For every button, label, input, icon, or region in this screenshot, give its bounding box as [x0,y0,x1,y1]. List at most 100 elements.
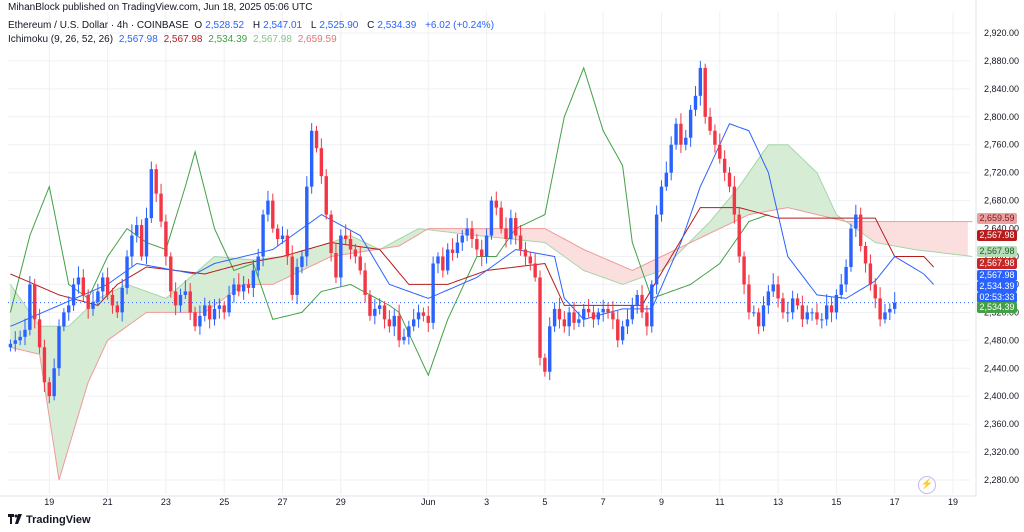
cloud-segment [219,256,225,303]
candle-body [494,200,498,208]
candle [203,297,207,322]
candle [110,287,115,314]
candle-body [620,326,625,341]
cloud-segment [136,287,142,320]
candle-body [858,214,863,247]
cloud-segment [806,162,813,214]
candle-body [149,169,154,219]
candle [309,123,314,194]
candle-body [727,172,732,187]
candle [504,217,508,248]
candle [382,301,387,329]
candle [562,310,567,333]
candle [319,138,324,184]
candle [295,258,299,304]
candle-body [795,298,800,306]
candle [13,331,17,352]
candle-body [679,123,683,145]
candle [222,301,226,320]
candle-body [771,284,775,292]
candle-body [800,305,805,320]
lead-a-price-label: 2,567.98 [977,246,1017,257]
ohlc-open: O 2,528.52 [194,20,245,31]
candle [625,308,630,335]
candle-body [178,294,183,306]
candle [314,125,319,153]
candle-body [839,284,843,295]
candle-body [854,214,858,229]
cloud-segment [622,265,628,285]
candle [392,309,396,337]
candle [868,254,873,291]
candle-body [533,263,537,278]
candle-body [183,291,188,295]
price-tick-label: 2,640.00 [984,224,1019,234]
candle [164,214,168,266]
cloud-segment [602,257,609,280]
time-tick-label: 11 [715,497,724,507]
candle [397,304,401,348]
candle-body [514,218,518,236]
candle [688,104,693,147]
candle [305,176,309,267]
candle-body [557,308,562,320]
cloud-segment [875,221,881,244]
candle-body [659,186,664,215]
candle [339,229,343,287]
candle-body [523,249,528,257]
candle [509,209,513,245]
candle [271,193,275,233]
candle [703,63,707,124]
candle [567,306,571,337]
price-tick-label: 2,360.00 [984,419,1019,429]
brand-name: TradingView [26,514,91,526]
time-axis[interactable]: 19 21 23 25 27 29 Jun 3 5 7 9 11 13 15 17 19 [44,497,958,507]
symbol-title: Ethereum / U.S. Dollar · 4h · COINBASE [8,20,189,31]
cloud-segment [525,228,531,242]
candle-body [169,256,173,292]
cloud-segment [272,256,278,285]
tradingview-footer[interactable]: TradingView [8,514,91,526]
candle-body [23,329,27,337]
candle [207,300,212,329]
candle-body [266,200,270,215]
candle-body [373,308,377,316]
candle [548,317,552,381]
candle [577,311,581,328]
cloud-segment [63,326,69,464]
publisher-line: MihanBlock published on TradingView.com,… [8,2,313,13]
candle-body [892,302,897,309]
candle-body [732,186,737,215]
candle-body [722,158,727,173]
ichimoku-lines [8,66,976,481]
indicator-legend[interactable]: Ichimoku (9, 26, 52, 26) 2,567.98 2,567.… [8,34,340,45]
lightning-icon[interactable]: ⚡ [918,476,936,494]
candle [679,113,683,154]
cloud-segment [262,257,269,285]
symbol-legend[interactable]: Ethereum / U.S. Dollar · 4h · COINBASE O… [8,20,497,31]
cloud-segment [19,297,26,352]
candle-body [305,186,309,257]
candle [91,291,95,316]
candle [135,216,139,243]
candle-body [552,308,557,327]
candle-body [251,270,256,288]
candle [436,252,440,274]
candle [518,225,523,256]
candle [659,180,664,222]
candle [280,226,285,244]
candle [650,280,654,333]
candle [766,285,771,314]
candle [67,296,71,321]
candlesticks [8,60,897,404]
candle [834,289,839,320]
candle [776,276,780,308]
cloud-segment [539,228,546,243]
price-tick-label: 2,840.00 [984,84,1019,94]
cloud-segment [476,228,482,237]
candle [368,290,372,321]
candle-body [654,214,659,285]
candle [771,273,775,298]
candle [713,124,717,153]
